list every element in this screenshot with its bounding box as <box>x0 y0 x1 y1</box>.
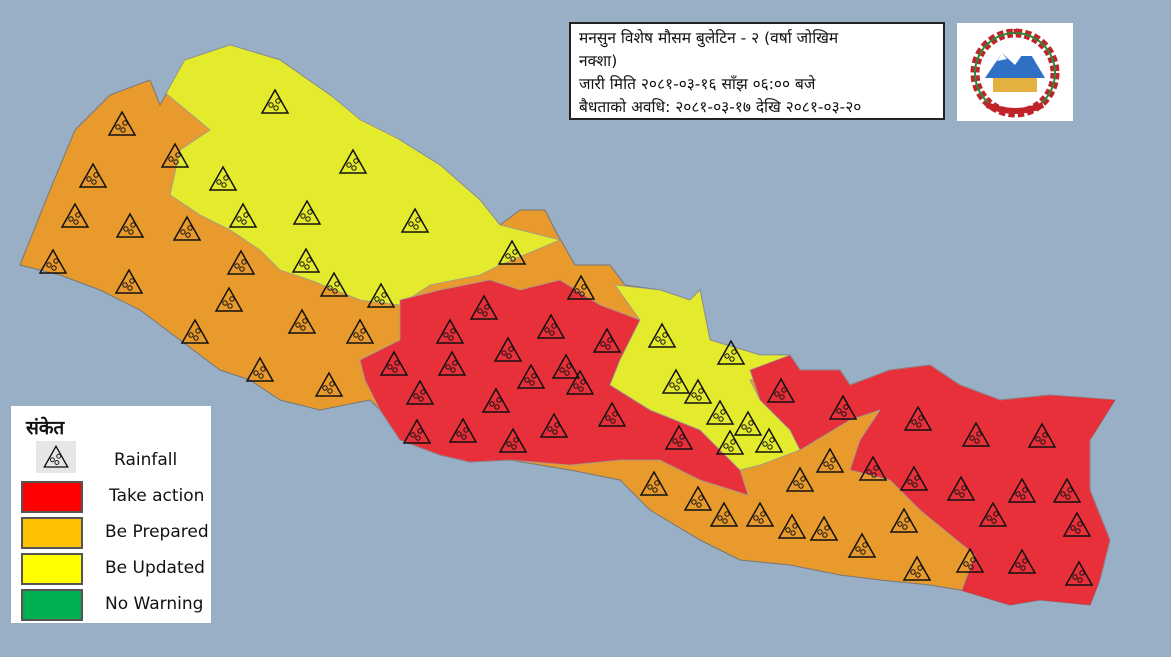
legend-item-be-prepared: Be Prepared <box>11 517 211 551</box>
legend-label: Be Prepared <box>105 522 209 542</box>
swatch-red <box>21 481 83 513</box>
swatch-orange <box>21 517 83 549</box>
legend-item-take-action: Take action <box>11 481 211 515</box>
legend-item-be-updated: Be Updated <box>11 553 211 587</box>
legend-title: संकेत <box>26 417 65 439</box>
legend-label: Be Updated <box>105 558 205 578</box>
legend-label: No Warning <box>105 594 204 614</box>
validity-period: बैधताको अवधि: २०८१-०३-१७ देखि २०८१-०३-२० <box>579 98 862 116</box>
bulletin-title-cont: नक्शा) <box>579 52 618 70</box>
issued-date: जारी मिति २०८१-०३-१६ साँझ ०६:०० बजे <box>579 75 816 93</box>
legend-item-no-warning: No Warning <box>11 589 211 623</box>
legend: संकेत Rainfall Take action Be Prepared B… <box>11 406 211 623</box>
bulletin-title-box: मनसुन विशेष मौसम बुलेटिन - २ (वर्षा जोखि… <box>569 22 945 120</box>
bulletin-title: मनसुन विशेष मौसम बुलेटिन - २ (वर्षा जोखि… <box>579 29 839 47</box>
rainfall-triangle-icon <box>36 441 76 473</box>
legend-label: Take action <box>109 486 205 506</box>
legend-label-rainfall: Rainfall <box>114 450 178 470</box>
swatch-yellow <box>21 553 83 585</box>
nepal-emblem-icon <box>957 23 1073 121</box>
region-north-west <box>149 45 562 306</box>
swatch-green <box>21 589 83 621</box>
